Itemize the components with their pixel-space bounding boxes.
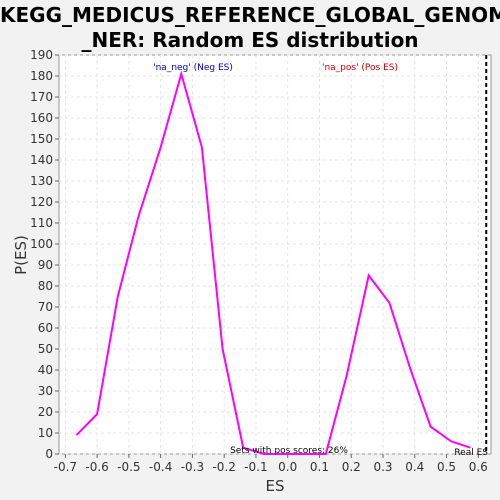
pos-scores-label: Sets with pos scores: 26% — [230, 446, 348, 456]
y-axis-ticks: 0 10 20 30 40 50 60 70 80 90 100 110 120 130 140 150 160… — [30, 48, 59, 461]
x-tick-label: 0.4 — [405, 460, 424, 474]
y-tick-label: 100 — [30, 237, 53, 251]
x-tick-label: -0.1 — [244, 460, 267, 474]
x-tick-label: -0.4 — [149, 460, 172, 474]
random-es-series-line — [75, 70, 471, 455]
grid-lines — [59, 54, 491, 455]
y-tick-label: 30 — [38, 384, 53, 398]
x-axis-title: ES — [266, 477, 285, 495]
y-tick-label: 190 — [30, 48, 53, 62]
chart-title-line1: KEGG_MEDICUS_REFERENCE_GLOBAL_GENOME — [0, 3, 500, 27]
y-tick-label: 170 — [30, 90, 53, 104]
y-tick-label: 20 — [38, 405, 53, 419]
x-tick-label: 0.5 — [437, 460, 456, 474]
y-tick-label: 80 — [38, 279, 53, 293]
x-tick-label: -0.6 — [85, 460, 108, 474]
y-tick-label: 180 — [30, 69, 53, 83]
y-tick-label: 130 — [30, 174, 53, 188]
y-axis-title: P(ES) — [12, 235, 30, 275]
x-tick-label: -0.2 — [212, 460, 235, 474]
y-tick-label: 160 — [30, 111, 53, 125]
y-tick-label: 90 — [38, 258, 53, 272]
x-tick-label: 0.0 — [278, 460, 297, 474]
x-tick-label: 0.6 — [469, 460, 488, 474]
y-tick-label: 150 — [30, 132, 53, 146]
chart-title-line2: _NER: Random ES distribution — [81, 28, 419, 52]
x-tick-label: 0.3 — [373, 460, 392, 474]
neg-es-label: 'na_neg' (Neg ES) — [153, 63, 233, 73]
y-tick-label: 50 — [38, 342, 53, 356]
y-tick-label: 140 — [30, 153, 53, 167]
y-tick-label: 10 — [38, 426, 53, 440]
plot-area — [58, 54, 492, 455]
y-tick-label: 110 — [30, 216, 53, 230]
y-tick-label: 40 — [38, 363, 53, 377]
x-tick-label: 0.1 — [310, 460, 329, 474]
x-tick-label: -0.7 — [54, 460, 77, 474]
real-es-label: Real ES — [454, 448, 488, 458]
x-tick-label: 0.2 — [342, 460, 361, 474]
y-tick-label: 60 — [38, 321, 53, 335]
y-tick-label: 120 — [30, 195, 53, 209]
y-tick-label: 70 — [38, 300, 53, 314]
x-tick-label: -0.5 — [117, 460, 140, 474]
pos-es-label: 'na_pos' (Pos ES) — [322, 63, 398, 73]
x-tick-label: -0.3 — [181, 460, 204, 474]
x-axis-ticks: -0.7 -0.6 -0.5 -0.4 -0.3 -0.2 -0.1 0.0 0.1 0.2 0.3… — [54, 454, 488, 474]
y-tick-label: 0 — [45, 447, 53, 461]
